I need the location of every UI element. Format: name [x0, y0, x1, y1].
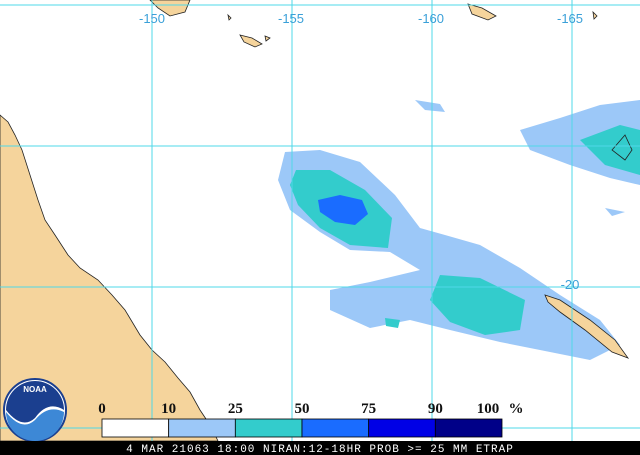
legend-label: 75: [361, 401, 376, 417]
longitude-label: -165: [557, 11, 583, 26]
legend-unit: %: [509, 401, 524, 417]
footer-bar: [0, 441, 640, 455]
longitude-label: -150: [139, 11, 165, 26]
legend-swatch: [434, 418, 503, 438]
land-vanuatu: [611, 134, 633, 161]
legend-label: 25: [228, 401, 243, 417]
legend-label: 90: [428, 401, 443, 417]
legend-swatch: [368, 418, 436, 438]
land-new-caledonia: [544, 294, 630, 359]
legend-swatch: [234, 418, 303, 438]
land-australia: [0, 114, 219, 442]
legend-label: 10: [161, 401, 176, 417]
legend: 0 10 25 50 75 90 100%: [98, 401, 524, 438]
footer-text: 4 MAR 21063 18:00 NIRAN:12-18HR PROB >= …: [126, 444, 514, 455]
longitude-label: -160: [418, 11, 444, 26]
noaa-logo: NOAA: [3, 378, 67, 442]
legend-swatch: [101, 418, 170, 438]
legend-label: 50: [295, 401, 310, 417]
latitude-label: -20: [561, 277, 580, 292]
legend-label: 100: [477, 401, 500, 417]
islands: [149, 0, 598, 48]
logo-text: NOAA: [23, 385, 47, 394]
legend-swatch: [168, 418, 236, 438]
legend-label: 0: [98, 401, 106, 417]
longitude-label: -155: [278, 11, 304, 26]
legend-swatch: [301, 418, 370, 438]
